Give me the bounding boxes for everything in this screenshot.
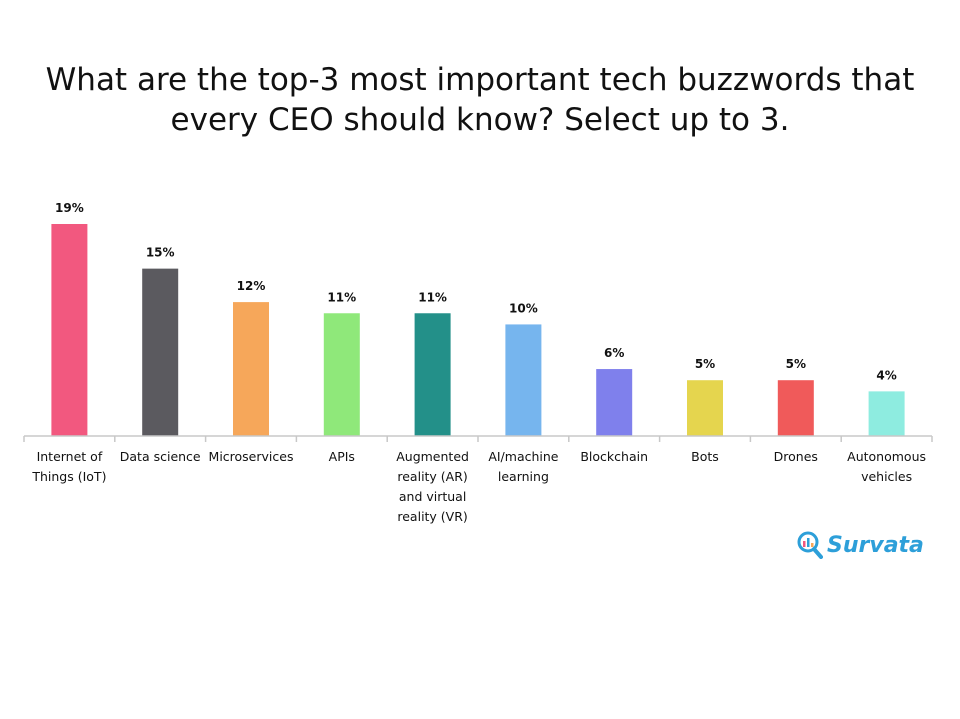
category-label: Autonomous [847, 449, 926, 464]
category-label: Drones [774, 449, 818, 464]
bar [868, 391, 905, 436]
data-label: 4% [876, 368, 896, 382]
bar [142, 268, 179, 436]
category-label: and virtual [399, 489, 466, 504]
category-label: Internet of [37, 449, 103, 464]
category-label: APIs [329, 449, 355, 464]
bar [323, 313, 360, 436]
magnifier-chart-icon [797, 531, 823, 559]
category-label: reality (AR) [397, 469, 467, 484]
chart-title-line-2: every CEO should know? Select up to 3. [170, 102, 790, 138]
category-label: Blockchain [580, 449, 648, 464]
bar [414, 313, 451, 436]
data-label: 6% [604, 346, 624, 360]
category-label: reality (VR) [397, 509, 467, 524]
bar [777, 380, 814, 436]
data-label: 10% [509, 301, 538, 315]
chart-title-line-1: What are the top-3 most important tech b… [45, 62, 915, 98]
data-label: 11% [418, 290, 447, 304]
category-label: AI/machine [488, 449, 558, 464]
survata-logo: Survata [797, 530, 924, 560]
category-label: Microservices [209, 449, 294, 464]
data-label: 12% [237, 279, 266, 293]
bar [233, 302, 269, 436]
data-label: 5% [786, 357, 806, 371]
bar [596, 369, 633, 436]
category-label: Bots [691, 449, 719, 464]
category-label: learning [498, 469, 549, 484]
category-label: Data science [120, 449, 201, 464]
bar [51, 224, 88, 436]
bar [505, 324, 542, 436]
data-label: 11% [327, 290, 356, 304]
category-label: Things (IoT) [31, 469, 106, 484]
chart-title: What are the top-3 most important tech b… [40, 60, 920, 140]
data-label: 5% [695, 357, 715, 371]
data-label: 15% [146, 246, 175, 260]
category-label: Augmented [396, 449, 469, 464]
data-label: 19% [55, 201, 84, 215]
category-label: vehicles [861, 469, 912, 484]
bar [687, 380, 723, 436]
survata-logo-text: Survata [827, 532, 924, 558]
